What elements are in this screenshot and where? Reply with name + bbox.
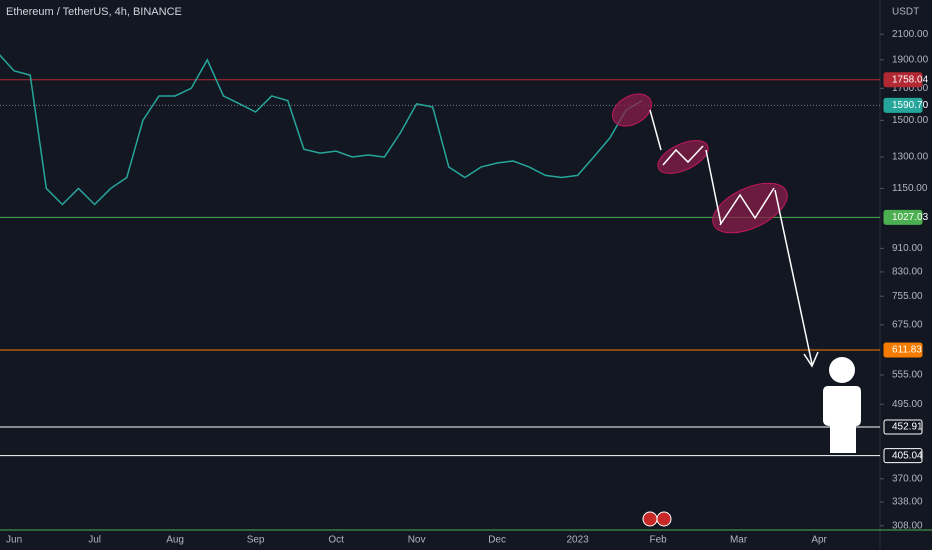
y-tick-label: 1500.00 xyxy=(892,115,929,126)
arrow xyxy=(774,189,813,365)
y-tick-label: 1700.00 xyxy=(892,83,929,94)
x-tick-label: Feb xyxy=(649,535,667,546)
x-tick-label: 2023 xyxy=(566,535,589,546)
y-tick-label: 910.00 xyxy=(892,243,923,254)
y-tick-label: 755.00 xyxy=(892,291,923,302)
zigzag xyxy=(662,145,704,166)
level-label-box xyxy=(883,342,923,358)
x-tick-label: Jul xyxy=(88,535,101,546)
level-label: 1758.04 xyxy=(892,74,929,85)
x-tick-label: Dec xyxy=(488,535,506,546)
x-tick-label: Aug xyxy=(166,535,184,546)
person-head xyxy=(829,357,855,383)
x-tick-label: Mar xyxy=(730,535,748,546)
y-tick-label: 675.00 xyxy=(892,320,923,331)
y-tick-label: 495.00 xyxy=(892,399,923,410)
event-icon xyxy=(656,511,672,527)
arrow xyxy=(705,149,722,225)
y-tick-label: 308.00 xyxy=(892,520,923,531)
x-tick-label: Oct xyxy=(328,535,344,546)
y-tick-label: 1150.00 xyxy=(892,183,928,194)
y-tick-label: 555.00 xyxy=(892,370,923,381)
x-tick-label: Sep xyxy=(247,535,265,546)
zigzag xyxy=(719,187,775,226)
ellipse xyxy=(612,93,652,127)
arrow xyxy=(649,109,662,151)
annotations xyxy=(612,93,861,527)
y-tick-label: 370.00 xyxy=(892,473,923,484)
level-label-box xyxy=(883,72,923,88)
level-label: 405.04 xyxy=(892,450,923,461)
arrow-head xyxy=(803,351,819,368)
y-tick-label: 1900.00 xyxy=(892,54,929,65)
price-line xyxy=(0,54,643,206)
level-label: 1027.03 xyxy=(892,212,929,223)
y-tick-label: 830.00 xyxy=(892,267,923,278)
level-label: 452.91 xyxy=(892,422,923,433)
level-label: 611.83 xyxy=(892,345,922,356)
level-label-box xyxy=(883,419,923,435)
y-tick-label: 2100.00 xyxy=(892,29,929,40)
x-tick-label: Nov xyxy=(408,535,426,546)
event-icon xyxy=(642,511,658,527)
y-tick-label: 1300.00 xyxy=(892,152,929,163)
x-tick-label: Jun xyxy=(6,535,22,546)
level-label-box xyxy=(883,448,923,464)
level-label-box xyxy=(883,97,923,113)
level-label-box xyxy=(883,209,923,225)
x-tick-label: Apr xyxy=(811,535,827,546)
y-tick-label: 338.00 xyxy=(892,497,923,508)
person-body xyxy=(823,386,861,453)
level-label: 1590.70 xyxy=(892,100,929,111)
chart-title: Ethereum / TetherUS, 4h, BINANCE xyxy=(6,6,182,18)
y-axis-label: USDT xyxy=(892,7,919,18)
